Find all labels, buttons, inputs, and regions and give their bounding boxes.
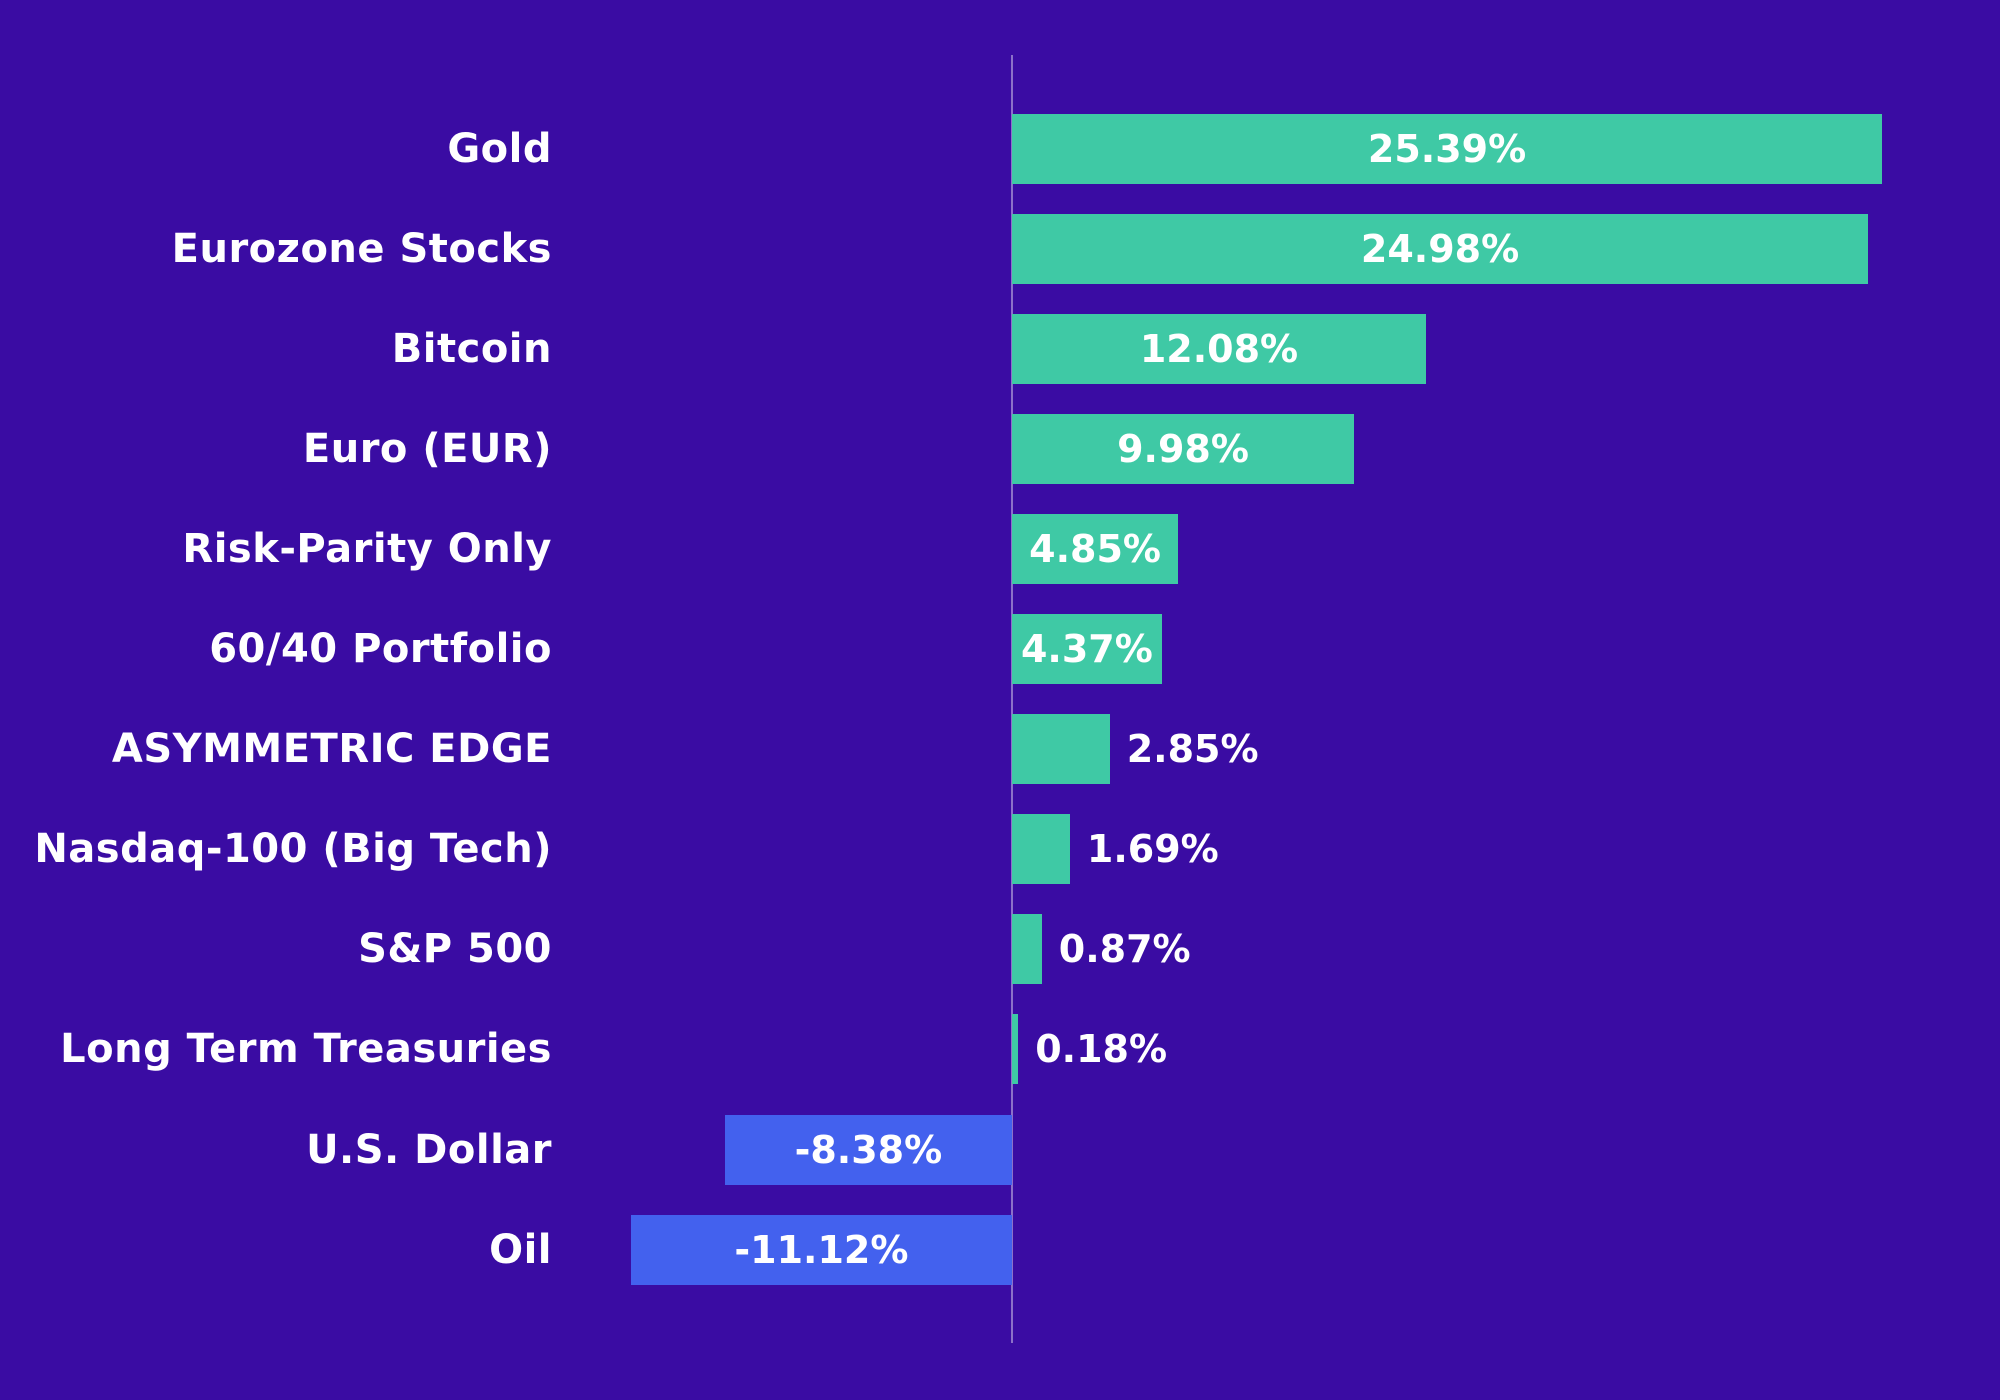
category-label-oil: Oil <box>489 1226 552 1273</box>
bar-long-term-treasuries <box>1012 1014 1019 1085</box>
category-label-u-s-dollar: U.S. Dollar <box>306 1126 552 1173</box>
bar-u-s-dollar <box>724 1114 1012 1185</box>
bar-60-40-portfolio <box>1012 614 1162 684</box>
zero-baseline-axis <box>1011 55 1013 1343</box>
value-label-u-s-dollar: -8.38% <box>794 1127 943 1172</box>
category-label-long-term-treasuries: Long Term Treasuries <box>60 1026 552 1073</box>
category-label-risk-parity-only: Risk-Parity Only <box>182 525 552 572</box>
value-label-long-term-treasuries: 0.18% <box>1035 1027 1168 1072</box>
value-label-bitcoin: 12.08% <box>1139 326 1299 371</box>
bar-nasdaq-100-big-tech <box>1012 814 1070 885</box>
bar-risk-parity-only <box>1012 513 1179 584</box>
bar-gold <box>1012 113 1883 184</box>
category-label-euro-eur: Euro (EUR) <box>302 425 552 472</box>
value-label-nasdaq-100-big-tech: 1.69% <box>1086 827 1219 872</box>
bar-eurozone-stocks <box>1012 213 1869 284</box>
category-label-nasdaq-100-big-tech: Nasdaq-100 (Big Tech) <box>34 826 552 873</box>
category-label-asymmetric-edge: ASYMMETRIC EDGE <box>111 726 552 773</box>
bar-bitcoin <box>1012 313 1426 384</box>
value-label-asymmetric-edge: 2.85% <box>1126 727 1259 772</box>
category-label-s-p-500: S&P 500 <box>358 926 552 973</box>
bar-s-p-500 <box>1012 914 1042 985</box>
value-label-60-40-portfolio: 4.37% <box>1020 627 1153 671</box>
bar-asymmetric-edge <box>1012 714 1110 785</box>
category-label-bitcoin: Bitcoin <box>391 325 552 372</box>
value-label-risk-parity-only: 4.85% <box>1029 526 1162 571</box>
value-label-euro-eur: 9.98% <box>1117 426 1249 471</box>
value-label-s-p-500: 0.87% <box>1058 927 1191 972</box>
value-label-gold: 25.39% <box>1367 126 1527 171</box>
value-label-eurozone-stocks: 24.98% <box>1360 226 1520 271</box>
category-label-60-40-portfolio: 60/40 Portfolio <box>209 626 552 672</box>
category-label-gold: Gold <box>447 125 552 172</box>
category-label-eurozone-stocks: Eurozone Stocks <box>171 225 552 272</box>
bar-euro-eur <box>1012 413 1354 484</box>
bar-oil <box>630 1214 1012 1285</box>
value-label-oil: -11.12% <box>734 1227 909 1272</box>
